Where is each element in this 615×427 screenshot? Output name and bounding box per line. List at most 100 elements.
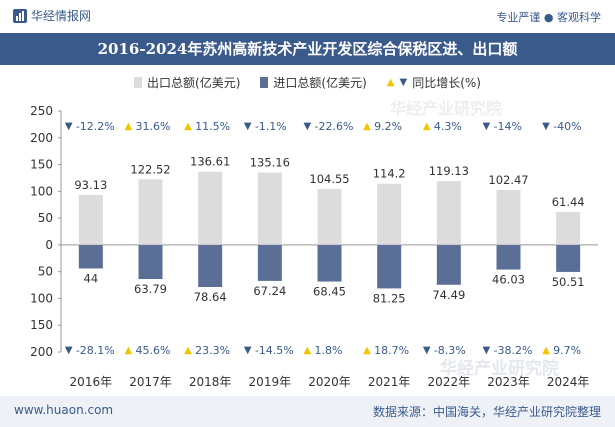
import-bar bbox=[377, 244, 402, 289]
chart-legend: 出口总额(亿美元) 进口总额(亿美元) ▲ ▼ 同比增长(%) bbox=[0, 72, 615, 92]
export-value-label: 136.61 bbox=[190, 155, 230, 169]
export-yoy-up-icon: ▲ bbox=[423, 121, 431, 132]
import-yoy-label: -38.2% bbox=[494, 344, 533, 357]
legend-yoy-label: 同比增长(%) bbox=[412, 75, 481, 90]
import-bar bbox=[198, 244, 223, 288]
x-category-label: 2019年 bbox=[249, 375, 292, 389]
export-value-label: 135.16 bbox=[250, 156, 290, 170]
brand-logo-icon bbox=[13, 8, 27, 23]
triangle-up-icon: ▲ bbox=[386, 76, 395, 88]
import-value-label: 50.51 bbox=[552, 275, 585, 289]
y-tick-label: 200 bbox=[30, 131, 53, 145]
import-value-label: 81.25 bbox=[373, 291, 406, 305]
import-bar bbox=[317, 244, 342, 282]
export-yoy-down-icon: ▼ bbox=[65, 121, 73, 132]
legend-import[interactable]: 进口总额(亿美元) bbox=[260, 74, 367, 91]
export-bar bbox=[556, 211, 581, 245]
export-yoy-label: -14% bbox=[494, 120, 522, 133]
export-value-label: 93.13 bbox=[74, 178, 107, 192]
import-bar bbox=[496, 244, 521, 270]
export-yoy-down-icon: ▼ bbox=[483, 121, 491, 132]
export-yoy-label: -12.2% bbox=[76, 120, 115, 133]
export-yoy-label: 31.6% bbox=[136, 120, 171, 133]
title-bar: 2016-2024年苏州高新技术产业开发区综合保税区进、出口额 bbox=[0, 33, 615, 65]
export-yoy-label: 9.2% bbox=[374, 120, 402, 133]
legend-import-swatch bbox=[260, 76, 269, 88]
x-category-label: 2018年 bbox=[189, 375, 232, 389]
export-yoy-label: 4.3% bbox=[434, 120, 462, 133]
y-tick-label: 50 bbox=[38, 265, 53, 279]
chart-canvas: 华经产业研究院华经产业研究院25020015010050050100150200… bbox=[30, 99, 598, 389]
export-value-label: 119.13 bbox=[429, 164, 469, 178]
y-tick-label: 100 bbox=[30, 184, 53, 198]
export-bar bbox=[436, 181, 461, 245]
import-yoy-down-icon: ▼ bbox=[483, 345, 491, 356]
brand-name: 华经情报网 bbox=[31, 9, 92, 23]
import-value-label: 74.49 bbox=[432, 288, 465, 302]
import-bar bbox=[436, 244, 461, 285]
import-yoy-up-icon: ▲ bbox=[304, 345, 312, 356]
import-value-label: 67.24 bbox=[253, 284, 286, 298]
import-yoy-down-icon: ▼ bbox=[65, 345, 73, 356]
import-value-label: 68.45 bbox=[313, 285, 346, 299]
x-category-label: 2017年 bbox=[129, 375, 172, 389]
import-bar bbox=[138, 244, 163, 280]
x-category-label: 2023年 bbox=[487, 375, 530, 389]
top-bar: 华经情报网 专业严谨 ● 客观科学 bbox=[0, 0, 615, 32]
import-yoy-down-icon: ▼ bbox=[244, 345, 252, 356]
import-yoy-label: -8.3% bbox=[434, 344, 466, 357]
footer-website[interactable]: www.huaon.com bbox=[14, 403, 114, 417]
watermark-bottom: 华经产业研究院 bbox=[440, 358, 559, 379]
chart-title: 2016-2024年苏州高新技术产业开发区综合保税区进、出口额 bbox=[97, 40, 518, 58]
y-tick-label: 50 bbox=[38, 211, 53, 225]
legend-export-swatch bbox=[134, 76, 143, 88]
export-yoy-label: -1.1% bbox=[255, 120, 287, 133]
import-yoy-label: -28.1% bbox=[76, 344, 115, 357]
export-bar bbox=[496, 190, 521, 245]
legend-export[interactable]: 出口总额(亿美元) bbox=[134, 74, 240, 91]
legend-export-label: 出口总额(亿美元) bbox=[147, 75, 241, 90]
import-bar bbox=[556, 244, 581, 272]
export-yoy-up-icon: ▲ bbox=[184, 121, 192, 132]
export-bar bbox=[377, 183, 402, 245]
import-value-label: 44 bbox=[84, 271, 99, 285]
triangle-down-icon: ▼ bbox=[399, 76, 408, 88]
x-category-label: 2020年 bbox=[308, 375, 351, 389]
export-value-label: 104.55 bbox=[309, 172, 349, 186]
legend-yoy[interactable]: ▲ ▼ 同比增长(%) bbox=[387, 74, 481, 91]
import-value-label: 63.79 bbox=[134, 282, 167, 296]
import-bar bbox=[257, 244, 282, 281]
export-value-label: 61.44 bbox=[552, 195, 585, 209]
x-category-label: 2016年 bbox=[70, 375, 113, 389]
x-category-label: 2024年 bbox=[547, 375, 590, 389]
export-bar bbox=[78, 195, 103, 245]
export-yoy-down-icon: ▼ bbox=[244, 121, 252, 132]
footer: www.huaon.com 数据来源：中国海关，华经产业研究院整理 bbox=[0, 396, 615, 427]
import-yoy-up-icon: ▲ bbox=[125, 345, 133, 356]
import-yoy-label: -14.5% bbox=[255, 344, 294, 357]
export-value-label: 122.52 bbox=[130, 162, 170, 176]
export-bar bbox=[198, 171, 223, 245]
footer-source: 数据来源：中国海关，华经产业研究院整理 bbox=[372, 405, 601, 419]
y-tick-label: 150 bbox=[30, 318, 53, 332]
import-yoy-label: 9.7% bbox=[553, 344, 581, 357]
export-bar bbox=[317, 188, 342, 245]
y-tick-label: 0 bbox=[45, 238, 53, 252]
import-bar bbox=[78, 244, 103, 269]
import-yoy-label: 18.7% bbox=[374, 344, 409, 357]
import-yoy-down-icon: ▼ bbox=[423, 345, 431, 356]
y-tick-label: 100 bbox=[30, 291, 53, 305]
export-yoy-down-icon: ▼ bbox=[304, 121, 312, 132]
export-bar bbox=[138, 179, 163, 245]
export-value-label: 114.2 bbox=[373, 167, 406, 181]
import-yoy-label: 23.3% bbox=[195, 344, 230, 357]
import-yoy-up-icon: ▲ bbox=[184, 345, 192, 356]
slogan: 专业严谨 ● 客观科学 bbox=[496, 11, 601, 24]
export-yoy-label: -40% bbox=[553, 120, 581, 133]
brand[interactable]: 华经情报网 bbox=[13, 7, 91, 24]
import-yoy-up-icon: ▲ bbox=[363, 345, 371, 356]
export-yoy-label: -22.6% bbox=[315, 120, 354, 133]
y-tick-label: 250 bbox=[30, 104, 53, 118]
import-value-label: 46.03 bbox=[492, 273, 525, 287]
export-bar bbox=[257, 172, 282, 245]
